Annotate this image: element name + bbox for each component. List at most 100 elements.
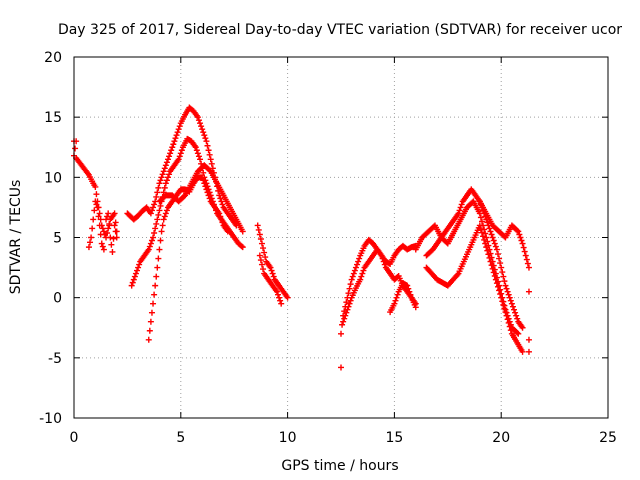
data-point — [346, 300, 353, 307]
data-point — [524, 260, 531, 267]
data-point — [99, 225, 106, 232]
y-tick-label: -5 — [48, 351, 62, 367]
data-point — [514, 315, 521, 322]
data-point — [161, 213, 168, 220]
data-point — [199, 126, 206, 133]
data-point — [131, 273, 138, 280]
chart-title: Day 325 of 2017, Sidereal Day-to-day VTE… — [58, 22, 622, 38]
data-point — [147, 210, 154, 217]
data-point — [257, 257, 264, 264]
data-point — [503, 285, 510, 292]
data-point — [351, 267, 358, 274]
data-point — [134, 267, 141, 274]
data-point — [181, 193, 188, 200]
data-point — [87, 239, 94, 246]
data-point — [522, 252, 529, 259]
data-point — [148, 309, 155, 316]
data-point — [197, 120, 204, 127]
data-point — [484, 219, 491, 226]
data-point — [209, 165, 216, 172]
data-point — [152, 225, 159, 232]
series-track-f — [156, 162, 246, 235]
tick-labels: 0 5 10 15 20 25 -10 -5 0 5 10 15 20 — [39, 50, 617, 446]
data-point — [354, 261, 361, 268]
data-point — [268, 267, 275, 274]
data-point — [100, 228, 107, 235]
series-track-g — [254, 222, 291, 301]
data-point — [505, 291, 512, 298]
data-point — [111, 222, 118, 229]
data-point — [260, 266, 267, 273]
data-point — [193, 147, 200, 154]
data-point — [162, 180, 169, 187]
data-point — [208, 160, 215, 167]
data-point — [509, 303, 516, 310]
data-point — [515, 330, 522, 337]
data-point — [455, 210, 462, 217]
data-point — [507, 297, 514, 304]
data-point — [152, 282, 159, 289]
data-point — [505, 319, 512, 326]
series-track-l — [423, 186, 526, 331]
data-point — [163, 177, 170, 184]
data-point — [170, 141, 177, 148]
data-point — [516, 231, 523, 238]
data-point — [502, 282, 509, 289]
data-point — [277, 297, 284, 304]
data-point — [92, 198, 99, 205]
data-point — [521, 248, 528, 255]
data-point — [255, 226, 262, 233]
data-point — [257, 236, 264, 243]
data-point — [456, 207, 463, 214]
data-point — [93, 191, 100, 198]
data-point — [156, 207, 163, 214]
data-point — [207, 156, 214, 163]
data-point — [150, 234, 157, 241]
data-point — [492, 243, 499, 250]
data-point — [99, 243, 106, 250]
data-point — [158, 174, 165, 181]
data-point — [162, 210, 169, 217]
x-tick-label: 20 — [492, 430, 510, 446]
data-point — [359, 270, 366, 277]
data-point — [171, 138, 178, 145]
data-point — [476, 210, 483, 217]
data-point — [489, 265, 496, 272]
data-point — [493, 246, 500, 253]
data-point — [166, 171, 173, 178]
data-point — [112, 228, 119, 235]
data-point — [168, 147, 175, 154]
data-point — [164, 156, 171, 163]
series-track-k — [387, 280, 419, 316]
data-point — [106, 222, 113, 229]
data-point — [156, 180, 163, 187]
data-point — [176, 153, 183, 160]
data-point — [360, 267, 367, 274]
data-point — [153, 193, 160, 200]
data-point — [219, 219, 226, 226]
data-point — [344, 306, 351, 313]
data-point — [105, 210, 112, 217]
data-point — [514, 329, 521, 336]
data-point — [146, 327, 153, 334]
data-point — [205, 192, 212, 199]
data-point — [278, 300, 285, 307]
data-point — [156, 246, 163, 253]
data-point — [216, 210, 223, 217]
data-point — [129, 279, 136, 286]
data-point — [151, 201, 158, 208]
data-point — [488, 231, 495, 238]
data-point — [394, 291, 401, 298]
data-point — [203, 138, 210, 145]
data-point — [519, 348, 526, 355]
data-point — [107, 234, 114, 241]
x-tick-label: 10 — [279, 430, 297, 446]
data-point — [90, 216, 97, 223]
data-point — [338, 364, 344, 371]
data-point — [155, 184, 162, 191]
data-point — [172, 135, 179, 142]
data-point — [98, 240, 105, 247]
series-track-e — [145, 174, 231, 343]
data-point — [391, 300, 398, 307]
data-point — [162, 162, 169, 169]
